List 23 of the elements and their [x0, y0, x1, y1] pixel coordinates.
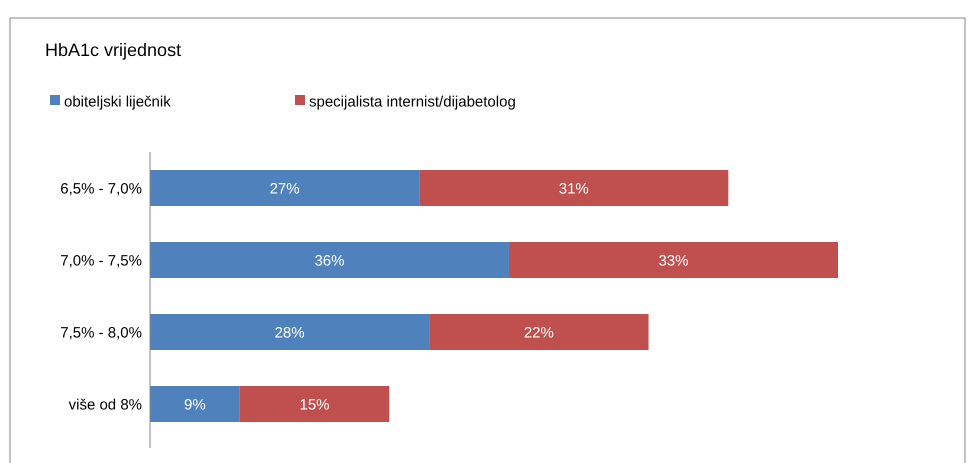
y-tick-label: 7,0% - 7,5%	[60, 252, 142, 270]
bar	[150, 242, 509, 278]
legend-label: specijalista internist/dijabetolog	[309, 93, 516, 110]
data-label: 28%	[274, 324, 305, 342]
data-label: 33%	[658, 252, 688, 270]
chart-title: HbA1c vrijednost	[45, 40, 182, 60]
data-label: 9%	[184, 396, 206, 414]
y-tick-label: više od 8%	[68, 396, 142, 414]
data-label: 36%	[314, 252, 344, 270]
bar	[508, 242, 838, 278]
bar	[150, 386, 240, 422]
bar	[240, 386, 390, 422]
data-label: 15%	[300, 396, 330, 414]
bar	[429, 314, 649, 350]
bar	[150, 170, 420, 206]
legend-label: obiteljski liječnik	[64, 93, 172, 110]
y-tick-label: 6,5% - 7,0%	[60, 180, 142, 198]
bar	[150, 314, 430, 350]
bar	[419, 170, 728, 206]
data-label: 27%	[270, 180, 300, 198]
data-label: 31%	[558, 180, 589, 198]
y-tick-label: 7,5% - 8,0%	[60, 324, 142, 342]
data-label: 22%	[524, 324, 554, 342]
